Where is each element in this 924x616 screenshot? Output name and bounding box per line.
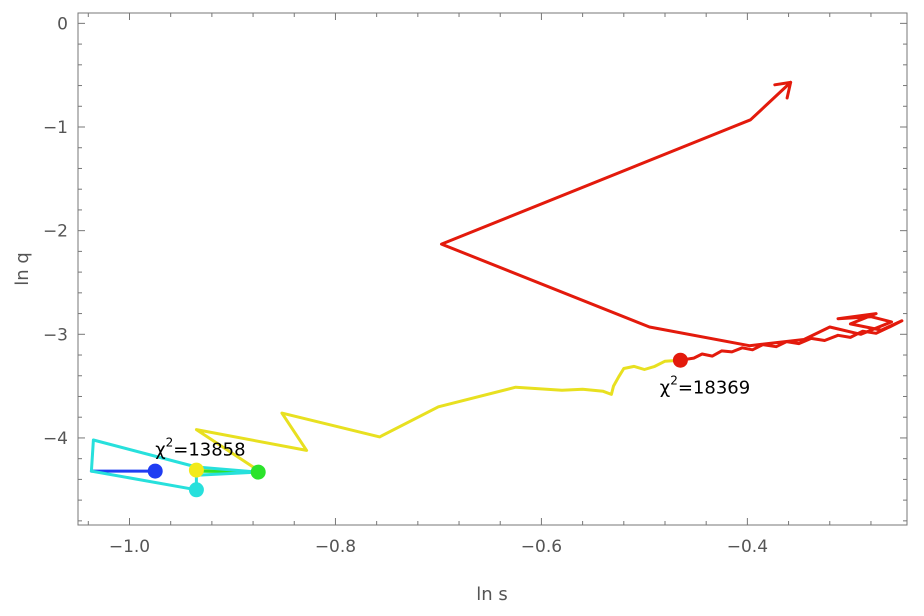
marker-point-2: [188, 462, 204, 478]
y-tick-label-1: −1: [43, 118, 68, 138]
y-tick-label-3: −3: [43, 325, 68, 345]
y-tick-label-0: 0: [57, 14, 68, 34]
marker-point-3: [250, 464, 266, 480]
marker-point-4: [188, 482, 204, 498]
tick-layer: −1.0 −0.8 −0.6 −0.4 0 −1 −2 −3 −4: [43, 13, 907, 557]
y-tick-label-2: −2: [43, 222, 68, 242]
annotation-layer: χ2=18369 χ2=13858: [155, 373, 750, 460]
series-line-0: [440, 80, 904, 362]
x-axis-label: ln s: [476, 584, 508, 605]
chi-squared-annotation-1: χ2=13858: [155, 436, 245, 461]
marker-layer: [147, 352, 688, 498]
marker-point-0: [672, 352, 688, 368]
y-tick-label-4: −4: [43, 429, 68, 449]
x-tick-label-1: −0.8: [315, 537, 356, 557]
x-tick-label-2: −0.6: [521, 537, 562, 557]
series-line-1: [194, 358, 682, 474]
marker-point-1: [147, 463, 163, 479]
series-layer: [89, 80, 904, 492]
y-axis-label: ln q: [12, 252, 33, 286]
x-tick-label-0: −1.0: [109, 537, 150, 557]
x-tick-label-3: −0.4: [727, 537, 768, 557]
series-arrow-head: [773, 80, 793, 100]
plot-frame: [77, 12, 908, 526]
chi-squared-annotation-0: χ2=18369: [660, 373, 750, 398]
